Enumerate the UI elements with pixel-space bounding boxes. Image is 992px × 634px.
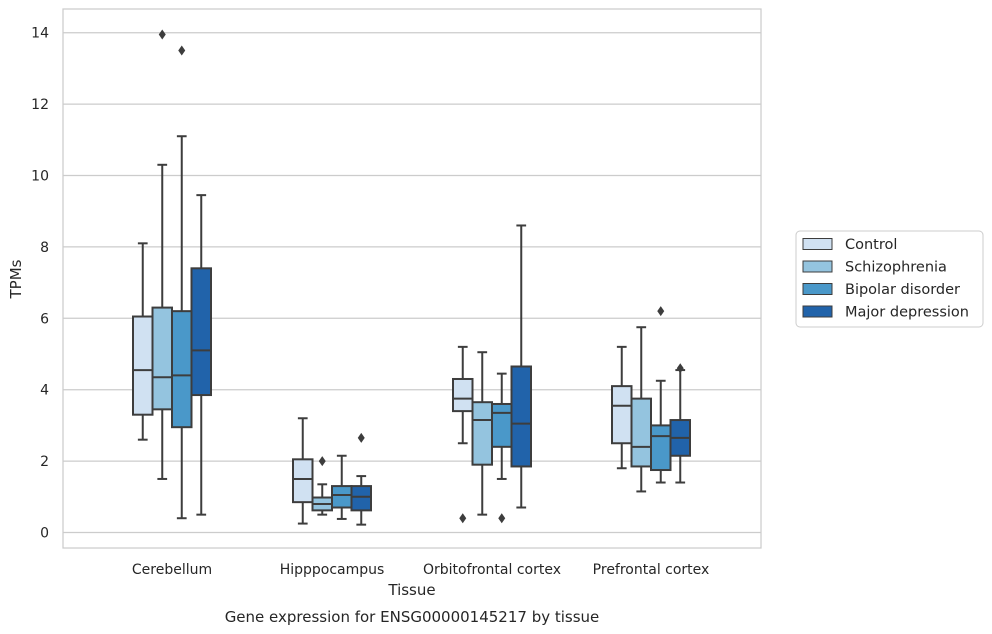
iqr-box [452, 377, 474, 413]
legend-swatch [802, 305, 833, 318]
y-tick-label: 8 [40, 240, 49, 256]
box-bipolar-disorder [331, 454, 353, 520]
plot-frame [62, 8, 762, 549]
x-tick-label: Prefrontal cortex [593, 562, 710, 578]
y-tick-label: 12 [31, 97, 49, 113]
box-schizophrenia [311, 456, 333, 516]
iqr-box [350, 485, 372, 512]
legend-label: Schizophrenia [845, 260, 947, 276]
legend-label: Bipolar disorder [845, 282, 960, 298]
outlier-point [178, 45, 186, 56]
y-tick-label: 6 [40, 311, 49, 327]
outlier-point [459, 513, 467, 524]
iqr-box [190, 267, 212, 397]
box-schizophrenia [630, 326, 652, 493]
outlier-point [357, 432, 365, 443]
iqr-box [331, 485, 353, 509]
x-tick-label: Cerebellum [132, 562, 212, 578]
iqr-box [151, 306, 173, 411]
legend-swatch [802, 283, 833, 295]
y-axis-title: TPMs [7, 259, 25, 299]
y-tick-label: 4 [40, 383, 49, 399]
box-bipolar-disorder [650, 306, 672, 484]
legend-frame [795, 230, 984, 328]
iqr-box [292, 458, 314, 504]
box-control [292, 417, 314, 525]
outlier-point [318, 456, 326, 467]
x-tick-label: Orbitofrontal cortex [423, 562, 561, 578]
iqr-box [611, 385, 633, 445]
box-major-depression [190, 194, 212, 516]
x-tick-label: Hipppocampus [280, 562, 385, 578]
iqr-box [630, 397, 652, 468]
iqr-box [510, 365, 532, 468]
box-bipolar-disorder [171, 45, 193, 520]
box-major-depression [510, 224, 532, 509]
box-control [132, 242, 154, 441]
outlier-point [676, 363, 684, 374]
iqr-box [471, 401, 493, 466]
outlier-point [498, 513, 506, 524]
box-schizophrenia [151, 29, 173, 480]
y-tick-label: 10 [31, 169, 49, 185]
y-tick-labels: 0 2 4 6 8 10 12 14 [31, 26, 49, 542]
legend-swatch [802, 260, 833, 273]
y-tick-label: 0 [40, 526, 49, 542]
chart-caption: Gene expression for ENSG00000145217 by t… [225, 608, 600, 626]
box-bipolar-disorder [491, 372, 513, 524]
outlier-point [657, 306, 665, 317]
box-schizophrenia [471, 351, 493, 516]
x-axis-title: Tissue [387, 581, 435, 599]
box-major-depression [669, 363, 691, 484]
outlier-point [158, 29, 166, 40]
iqr-box [132, 315, 154, 416]
y-tick-label: 14 [31, 26, 49, 42]
legend-swatch [802, 238, 833, 250]
boxes [132, 29, 691, 526]
legend-label: Major depression [845, 305, 969, 321]
y-tick-label: 2 [40, 454, 49, 470]
x-tick-labels: Cerebellum Hipppocampus Orbitofrontal cort… [132, 562, 709, 578]
legend: Control Schizophrenia Bipolar disorder Majo… [795, 230, 984, 328]
iqr-box [650, 424, 672, 472]
box-major-depression [350, 432, 372, 526]
iqr-box [491, 402, 513, 448]
iqr-box [171, 310, 193, 429]
box-control [611, 345, 633, 470]
legend-label: Control [845, 237, 897, 253]
box-control [452, 345, 474, 524]
